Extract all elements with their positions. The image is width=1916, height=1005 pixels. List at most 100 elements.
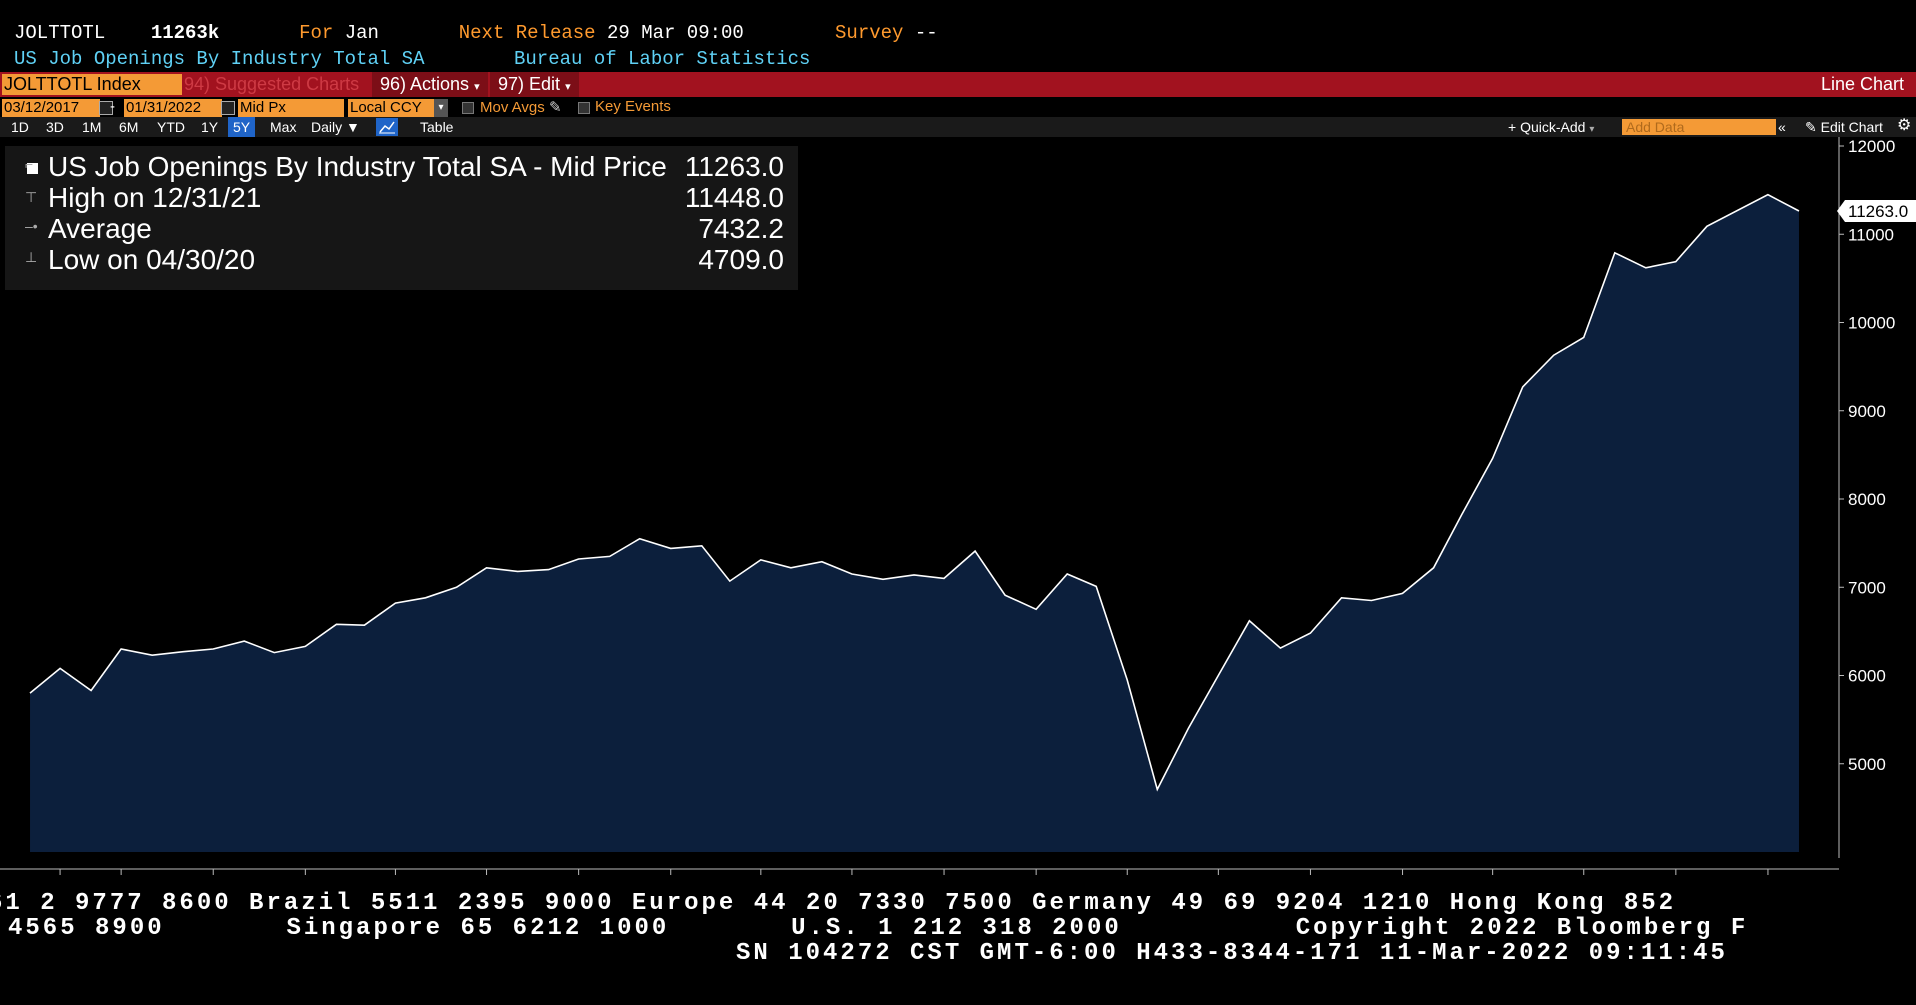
x-tick-label: Sep 30 <box>552 872 606 875</box>
calendar-icon[interactable] <box>221 101 235 115</box>
series-line <box>29 193 1800 792</box>
toolbar <box>0 72 1916 97</box>
price-field-select[interactable]: Mid Px <box>238 99 344 117</box>
start-date-field[interactable]: 03/12/2017 <box>2 99 100 117</box>
for-label: For <box>299 22 334 44</box>
currency-select[interactable]: Local CCY <box>348 99 434 117</box>
pencil-icon[interactable]: ✎ <box>548 99 562 116</box>
next-release-label: Next Release <box>458 22 596 44</box>
line-chart-icon[interactable] <box>376 118 398 136</box>
key-events-checkbox[interactable] <box>578 102 590 114</box>
y-tick-label: 5000 <box>1848 755 1886 774</box>
x-tick-label: Sep 30 <box>1649 872 1703 875</box>
high-marker-icon: ⊤ <box>25 189 38 205</box>
header-line: JOLTTOTL 11263k For Jan Next Release 29 … <box>14 22 938 44</box>
legend-average-value: 7432.2 <box>698 213 784 244</box>
footer-contacts-line-2: 4565 8900 Singapore 65 6212 1000 U.S. 1 … <box>8 915 1749 942</box>
range-3d-button[interactable]: 3D <box>46 119 64 135</box>
mov-avgs-label: Mov Avgs ✎ <box>480 99 562 116</box>
frequency-select[interactable]: Daily ▼ <box>311 119 360 135</box>
range-ytd-button[interactable]: YTD <box>157 119 185 135</box>
calendar-icon[interactable] <box>99 101 113 115</box>
x-tick-label: Jun 30 <box>1558 872 1609 875</box>
date-separator: - <box>110 98 115 115</box>
range-1y-button[interactable]: 1Y <box>201 119 219 135</box>
y-tick-label: 8000 <box>1848 490 1886 509</box>
index-ticker-field[interactable]: JOLTTOTL Index <box>2 74 182 95</box>
chart-type-label[interactable]: Line Chart <box>1820 74 1904 94</box>
x-tick-label: Dec 31 <box>644 872 698 875</box>
ticker-code: JOLTTOTL <box>14 22 106 44</box>
last-value-label: 11263.0 <box>1848 202 1908 221</box>
for-value: Jan <box>344 22 379 44</box>
plus-icon: + <box>1508 119 1517 135</box>
x-tick-label: Dec 31 <box>1741 872 1795 875</box>
edit-menu-button[interactable]: 97) Edit ▾ <box>490 72 579 97</box>
footer-session-line: SN 104272 CST GMT-6:00 H433-8344-171 11-… <box>736 940 1728 967</box>
chevron-down-icon: ▾ <box>1589 124 1595 135</box>
description-line: US Job Openings By Industry Total SA Bur… <box>14 48 810 70</box>
collapse-icon[interactable]: « <box>1778 119 1786 135</box>
range-max-button[interactable]: Max <box>270 119 297 135</box>
average-marker-icon: –• <box>25 218 38 234</box>
y-tick-label: 7000 <box>1848 578 1886 597</box>
survey-value: -- <box>914 22 938 44</box>
end-date-field[interactable]: 01/31/2022 <box>124 99 222 117</box>
x-tick-label: Dec 31 <box>278 872 332 875</box>
chart-legend: ⌐ US Job Openings By Industry Total SA -… <box>5 146 798 290</box>
gear-icon[interactable]: ⚙ <box>1897 117 1912 134</box>
legend-low-value: 4709.0 <box>698 244 784 275</box>
security-description: US Job Openings By Industry Total SA <box>14 48 425 70</box>
caret-down-icon: ▼ <box>346 119 360 135</box>
chevron-down-icon: ▾ <box>565 81 571 93</box>
x-tick-label: Mar 31 <box>1466 872 1519 875</box>
chart-area: 5000 6000 7000 8000 9000 10000 11000 12000 11263… <box>0 137 1916 875</box>
y-tick-label: 11000 <box>1848 225 1894 244</box>
y-tick-label: 12000 <box>1848 137 1895 156</box>
y-tick-label: 10000 <box>1848 314 1895 333</box>
add-data-input[interactable]: Add Data <box>1622 119 1776 135</box>
low-marker-icon: ⊥ <box>25 249 38 265</box>
x-tick-label: Mar 31 <box>734 872 787 875</box>
actions-label: 96) Actions <box>380 74 470 94</box>
legend-average-label: Average <box>48 213 152 244</box>
suggested-charts-button[interactable]: 94) Suggested Charts <box>184 74 360 94</box>
x-tick-label: Jun 30 <box>96 872 147 875</box>
actions-menu-button[interactable]: 96) Actions ▾ <box>372 72 488 97</box>
mov-avgs-checkbox[interactable] <box>462 102 474 114</box>
legend-series-value: 11263.0 <box>684 151 784 182</box>
pencil-icon: ✎ <box>1805 119 1817 135</box>
range-6m-button[interactable]: 6M <box>119 119 139 135</box>
survey-label: Survey <box>835 22 904 44</box>
range-1m-button[interactable]: 1M <box>82 119 102 135</box>
x-tick-label: Jun 30 <box>826 872 877 875</box>
x-tick-label: Jun 30 <box>1193 872 1244 875</box>
range-5y-button[interactable]: 5Y <box>228 117 256 137</box>
table-view-button[interactable]: Table <box>420 119 454 135</box>
next-release-value: 29 Mar 09:00 <box>606 22 744 44</box>
chevron-down-icon: ▾ <box>474 81 480 93</box>
y-tick-label: 6000 <box>1848 667 1886 686</box>
legend-bracket: ⌐ <box>25 156 34 172</box>
series-area <box>30 194 1799 853</box>
x-tick-label: Apr 30 <box>35 872 85 875</box>
quick-add-button[interactable]: + Quick-Add ▾ <box>1508 119 1595 135</box>
key-events-label: Key Events <box>595 98 671 115</box>
x-tick-label: Sep 30 <box>917 872 971 875</box>
x-tick-label: Jun 30 <box>461 872 512 875</box>
edit-chart-button[interactable]: ✎ Edit Chart <box>1805 119 1883 135</box>
edit-label: 97) Edit <box>498 74 561 94</box>
x-tick-label: Mar 31 <box>369 872 422 875</box>
last-value-flag <box>1837 200 1916 223</box>
chevron-down-icon[interactable]: ▾ <box>434 99 448 117</box>
x-tick-label: Dec 31 <box>1009 872 1063 875</box>
legend-high-label: High on 12/31/21 <box>48 182 262 213</box>
legend-low-label: Low on 04/30/20 <box>48 244 256 275</box>
range-1d-button[interactable]: 1D <box>11 119 29 135</box>
range-bar <box>0 117 1916 137</box>
legend-series-label: US Job Openings By Industry Total SA - M… <box>48 151 667 182</box>
footer-contacts-line-1: 61 2 9777 8600 Brazil 5511 2395 9000 Eur… <box>0 890 1677 917</box>
x-tick-label: Sep 30 <box>186 872 240 875</box>
x-tick-label: Mar 31 <box>1101 872 1154 875</box>
legend-high-value: 11448.0 <box>684 182 784 213</box>
